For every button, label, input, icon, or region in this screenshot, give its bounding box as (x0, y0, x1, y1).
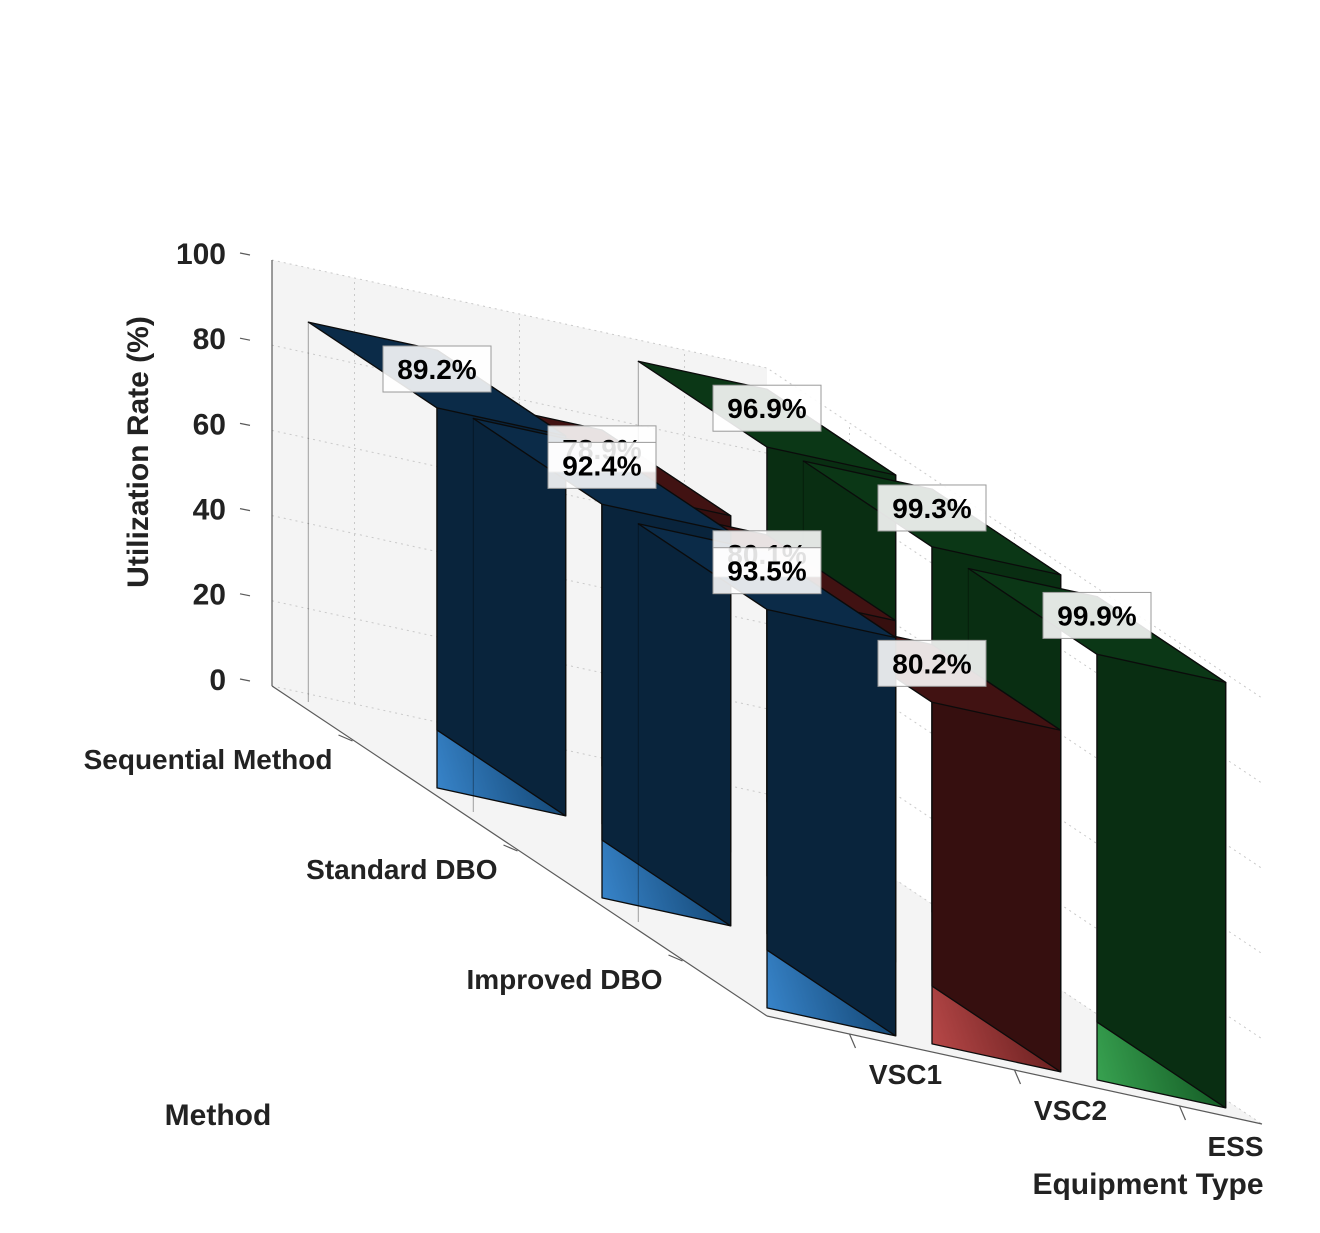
equipment-tick-mark (848, 1033, 857, 1049)
value-label-box (547, 441, 657, 489)
value-label-text: 99.9% (1057, 600, 1136, 631)
bars (307, 321, 1227, 1109)
bar-value-label: 99.9% (1042, 591, 1152, 639)
value-label-text: 96.9% (727, 393, 806, 424)
z-gridline (271, 259, 1263, 699)
z-tick-mark (239, 593, 251, 597)
z-tick-mark (239, 508, 251, 512)
bar-value-label: 93.5% (712, 547, 822, 595)
method-tick-label: Sequential Method (84, 744, 333, 775)
value-label-text: 80.2% (892, 648, 971, 679)
value-label-text: 99.3% (892, 493, 971, 524)
method-tick-mark (668, 954, 683, 962)
x-axis-title: Equipment Type (1032, 1168, 1263, 1201)
value-label-box (877, 484, 987, 532)
value-label-text: 89.2% (397, 354, 476, 385)
equipment-tick-mark (1013, 1069, 1022, 1085)
bar-value-label: 89.2% (382, 345, 492, 393)
bar-value-label: 99.3% (877, 484, 987, 532)
method-tick-label: Improved DBO (466, 964, 662, 995)
bar-value-label: 92.4% (547, 441, 657, 489)
bar-vsc1-sequential-method (307, 321, 567, 817)
equipment-tick-label: ESS (1207, 1131, 1263, 1162)
y-axis-title: Method (165, 1099, 272, 1132)
z-tick-mark (239, 678, 251, 682)
value-label-box (382, 345, 492, 393)
value-label-text: 93.5% (727, 556, 806, 587)
method-tick-mark (503, 844, 518, 852)
bar-value-label: 96.9% (712, 384, 822, 432)
z-tick-label: 20 (193, 579, 226, 612)
bar-value-labels: 96.9%78.9%89.2%99.3%80.1%92.4%99.9%80.2%… (382, 345, 1152, 687)
equipment-tick-label: VSC1 (869, 1059, 942, 1090)
z-tick-label: 60 (193, 408, 226, 441)
z-tick-mark (239, 337, 251, 341)
z-tick-label: 100 (176, 238, 226, 271)
value-label-box (1042, 591, 1152, 639)
bar-value-label: 80.2% (877, 639, 987, 687)
equipment-tick-label: VSC2 (1034, 1095, 1107, 1126)
z-tick-label: 40 (193, 494, 226, 527)
method-axis-line (271, 685, 768, 1017)
value-label-box (712, 384, 822, 432)
value-label-box (712, 547, 822, 595)
z-tick-label: 80 (193, 323, 226, 356)
axes: 0 20 40 60 80 100 Sequential Method Standard DB… (84, 238, 1264, 1162)
method-tick-mark (338, 734, 353, 742)
value-label-text: 92.4% (562, 450, 641, 481)
value-label-box (877, 639, 987, 687)
method-tick-label: Standard DBO (306, 854, 497, 885)
z-tick-label: 0 (209, 664, 226, 697)
z-tick-mark (239, 252, 251, 256)
z-tick-mark (239, 422, 251, 426)
z-axis-title: Utilization Rate (%) (122, 316, 155, 588)
equipment-tick-mark (1178, 1105, 1187, 1121)
